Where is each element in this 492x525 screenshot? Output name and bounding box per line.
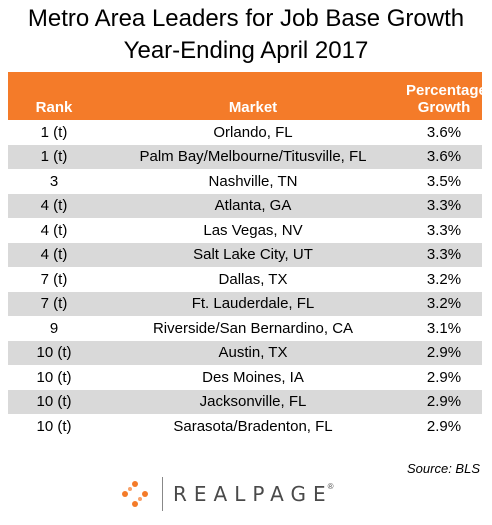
growth-cell: 2.9%: [406, 414, 482, 439]
growth-cell: 3.5%: [406, 169, 482, 194]
growth-cell: 2.9%: [406, 389, 482, 415]
market-column-header: Market: [228, 99, 278, 116]
rank-cell: 4 (t): [8, 242, 100, 268]
rank-cell: 9: [8, 316, 100, 341]
growth-cell: 2.9%: [406, 365, 482, 390]
market-cell: Salt Lake City, UT: [100, 242, 406, 268]
rank-cell: 4 (t): [8, 193, 100, 219]
table-row: 7 (t) Dallas, TX 3.2%: [8, 267, 482, 292]
rank-cell: 7 (t): [8, 291, 100, 317]
table-row: 1 (t) Palm Bay/Melbourne/Titusville, FL 3.…: [8, 144, 482, 170]
table-row: 9 Riverside/San Bernardino, CA 3.1%: [8, 316, 482, 341]
rank-cell: 1 (t): [8, 144, 100, 170]
growth-table: Rank Market Percentage Growth 1 (t) Orlan…: [8, 72, 487, 439]
table-row: 10 (t) Sarasota/Bradenton, FL 2.9%: [8, 414, 482, 439]
market-cell: Palm Bay/Melbourne/Titusville, FL: [100, 144, 406, 170]
rank-cell: 4 (t): [8, 218, 100, 243]
growth-cell: 2.9%: [406, 340, 482, 366]
growth-column-header: Percentage Growth: [406, 72, 487, 120]
market-cell: Ft. Lauderdale, FL: [100, 291, 406, 317]
rank-cell: 3: [8, 169, 100, 194]
market-cell: Jacksonville, FL: [100, 389, 406, 415]
table-row: 10 (t) Jacksonville, FL 2.9%: [8, 389, 482, 415]
growth-cell: 3.1%: [406, 316, 482, 341]
rank-cell: 10 (t): [8, 365, 100, 390]
market-cell: Atlanta, GA: [100, 193, 406, 219]
market-cell: Sarasota/Bradenton, FL: [100, 414, 406, 439]
table-body: 1 (t) Orlando, FL 3.6% 1 (t) Palm Bay/Melbou…: [8, 120, 482, 439]
growth-cell: 3.6%: [406, 144, 482, 170]
chart-subtitle: Year-Ending April 2017: [123, 37, 369, 64]
logo-divider: [162, 477, 163, 511]
rank-cell: 10 (t): [8, 340, 100, 366]
market-cell: Orlando, FL: [100, 120, 406, 145]
table-row: 10 (t) Austin, TX 2.9%: [8, 340, 482, 366]
logo-wordmark: REALPAGE: [173, 482, 333, 506]
table-row: 7 (t) Ft. Lauderdale, FL 3.2%: [8, 291, 482, 317]
market-cell: Austin, TX: [100, 340, 406, 366]
logo-dots-icon: [122, 481, 148, 507]
growth-header-line2: Growth: [417, 99, 471, 116]
table-row: 4 (t) Salt Lake City, UT 3.3%: [8, 242, 482, 268]
logo-trademark: ®: [327, 482, 334, 491]
rank-cell: 10 (t): [8, 389, 100, 415]
market-cell: Riverside/San Bernardino, CA: [100, 316, 406, 341]
market-cell: Nashville, TN: [100, 169, 406, 194]
market-cell: Las Vegas, NV: [100, 218, 406, 243]
growth-cell: 3.3%: [406, 218, 482, 243]
table-row: 4 (t) Atlanta, GA 3.3%: [8, 193, 482, 219]
table-row: 4 (t) Las Vegas, NV 3.3%: [8, 218, 482, 243]
rank-column-header: Rank: [35, 99, 73, 116]
growth-cell: 3.2%: [406, 291, 482, 317]
market-cell: Des Moines, IA: [100, 365, 406, 390]
growth-cell: 3.2%: [406, 267, 482, 292]
table-header-row: Rank Market Percentage Growth: [8, 72, 487, 120]
table-row: 10 (t) Des Moines, IA 2.9%: [8, 365, 482, 390]
growth-cell: 3.3%: [406, 242, 482, 268]
growth-cell: 3.3%: [406, 193, 482, 219]
table-row: 3 Nashville, TN 3.5%: [8, 169, 482, 194]
table-row: 1 (t) Orlando, FL 3.6%: [8, 120, 482, 145]
rank-cell: 1 (t): [8, 120, 100, 145]
rank-cell: 10 (t): [8, 414, 100, 439]
growth-cell: 3.6%: [406, 120, 482, 145]
market-cell: Dallas, TX: [100, 267, 406, 292]
chart-title: Metro Area Leaders for Job Base Growth: [27, 5, 465, 32]
source-note: Source: BLS: [407, 461, 480, 476]
realpage-logo: REALPAGE ®: [118, 476, 334, 512]
rank-cell: 7 (t): [8, 267, 100, 292]
growth-header-line1: Percentage: [406, 82, 487, 99]
